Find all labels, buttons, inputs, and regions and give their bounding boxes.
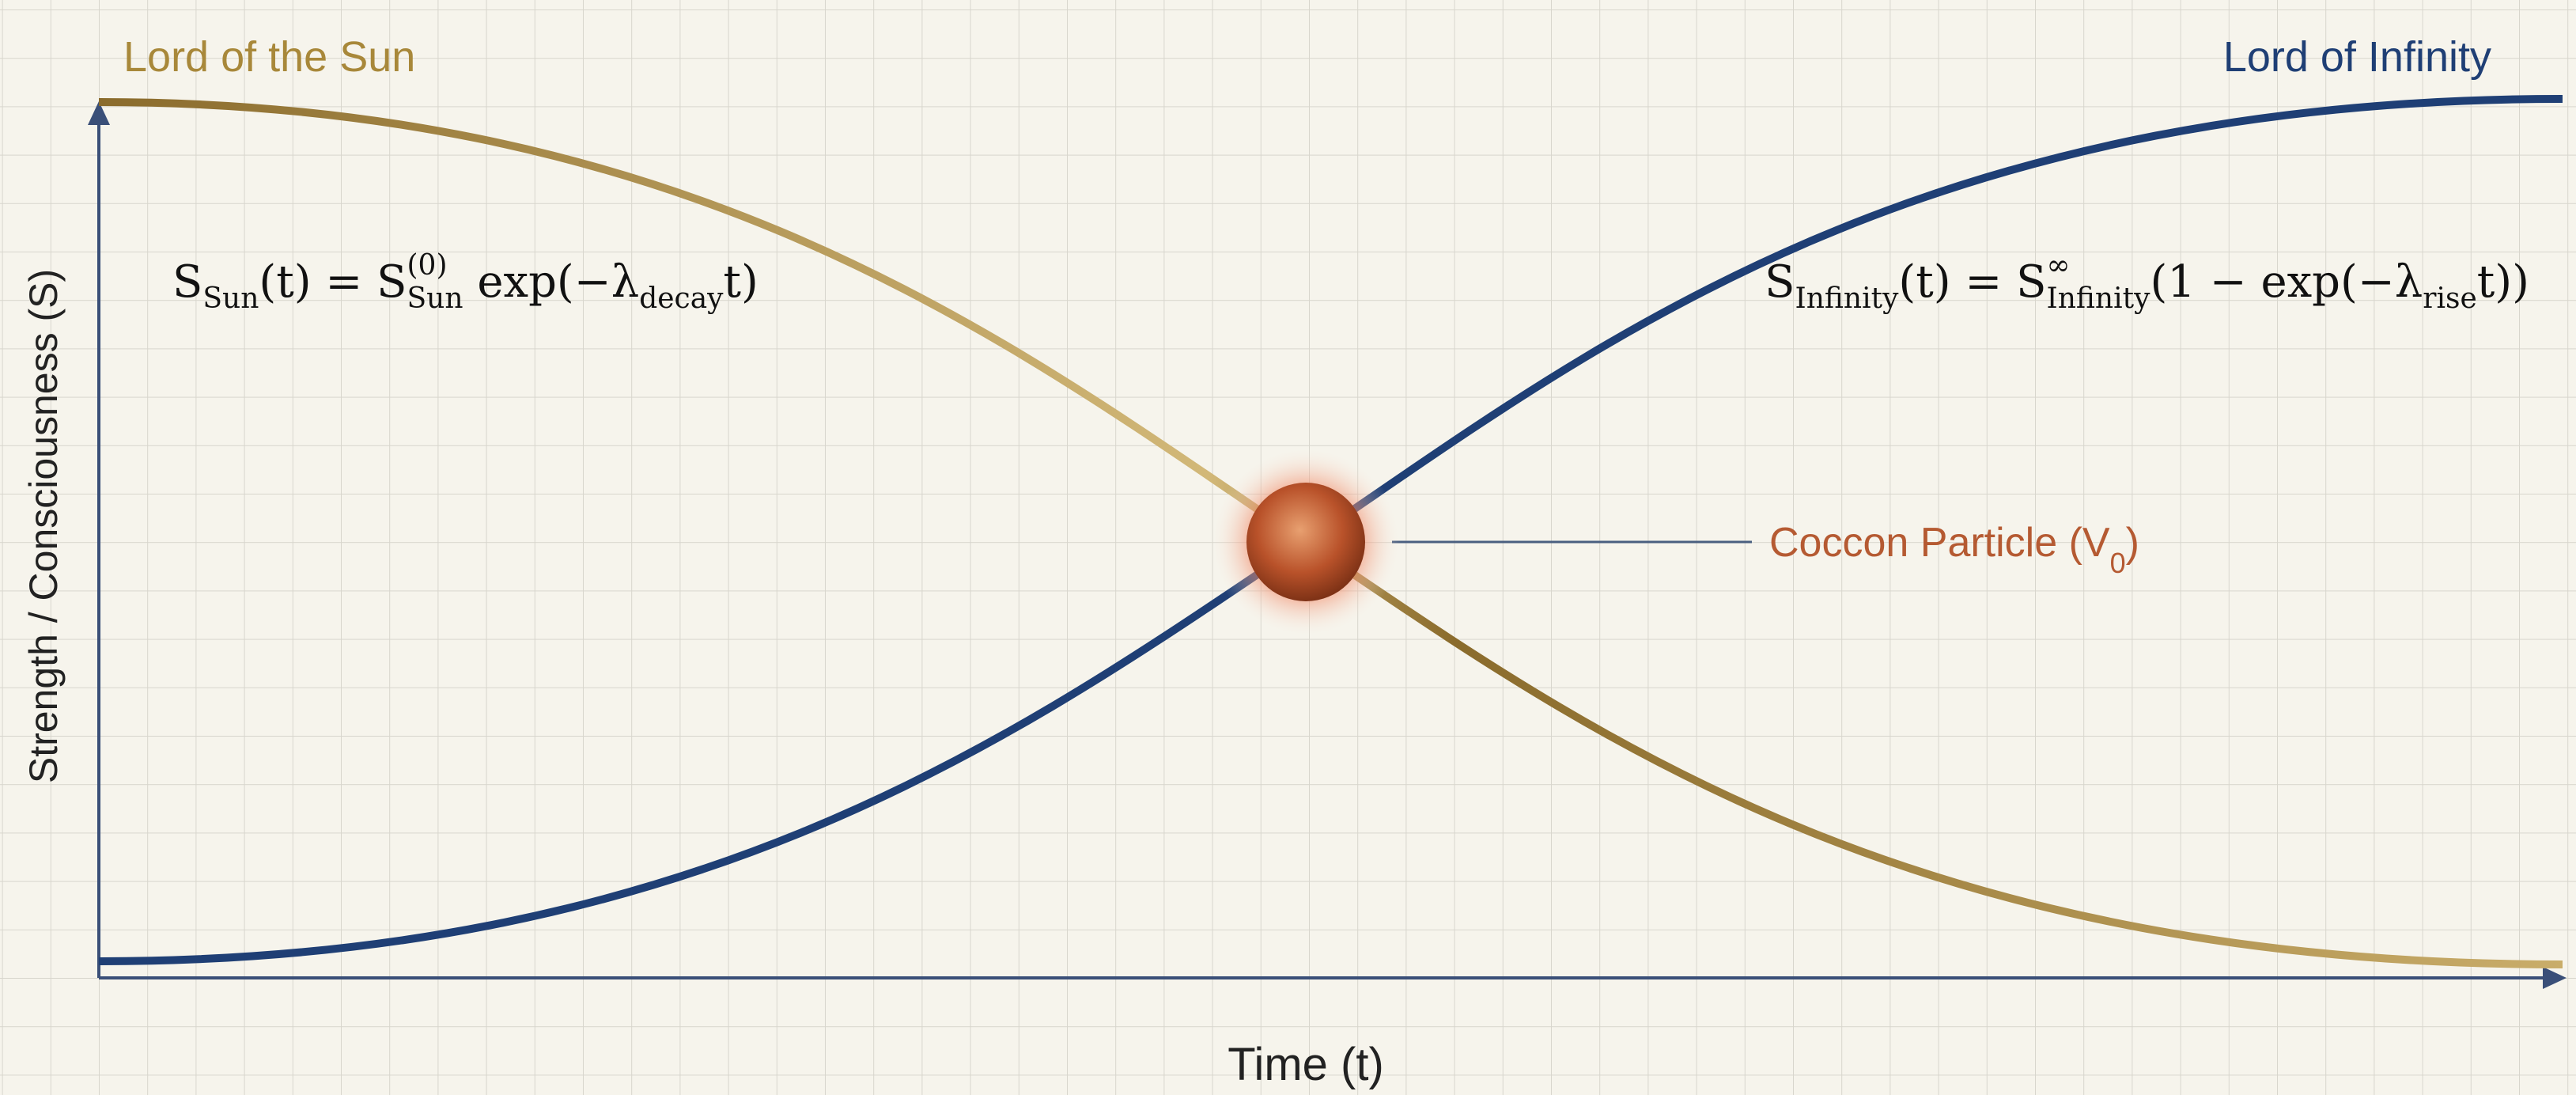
formula-t: (1 − exp(−λ xyxy=(2150,256,2423,308)
formula-sub: Infinity xyxy=(1795,282,1900,315)
formula-t: t)) xyxy=(2477,256,2529,308)
formula-sup: (0) xyxy=(407,249,448,282)
x-arrow xyxy=(2543,967,2567,989)
formula-t: (t) = S xyxy=(259,256,407,308)
sun-label: Lord of the Sun xyxy=(123,33,415,81)
particle-label: Coccon Particle (V0) xyxy=(1769,520,2139,579)
formula-t: S xyxy=(172,256,202,308)
formula-t: exp(−λ xyxy=(463,256,640,308)
y-arrow xyxy=(88,101,110,125)
formula-t: S xyxy=(1765,256,1795,308)
formula-sub: Sun xyxy=(407,282,463,315)
x-title: Time (t) xyxy=(1227,1039,1384,1090)
formula-sub: decay xyxy=(639,282,724,315)
formula-sup: ∞ xyxy=(2047,249,2071,282)
label-close: ) xyxy=(2126,520,2139,566)
infinity-formula: SInfinity(t) = SInfinity∞ (1 − exp(−λrise… xyxy=(1765,249,2529,315)
infinity-label: Lord of Infinity xyxy=(2223,33,2491,81)
formula-sub: Infinity xyxy=(2047,282,2151,315)
particle xyxy=(1246,483,1365,601)
formula-t: (t) = S xyxy=(1898,256,2046,308)
formula-sub: rise xyxy=(2423,282,2477,315)
sun-formula: SSun(t) = SSun(0) exp(−λdecayt) xyxy=(172,249,758,315)
formula-t: t) xyxy=(724,256,758,308)
label-text: Coccon Particle (V xyxy=(1769,520,2110,566)
label-sub: 0 xyxy=(2110,547,2126,579)
formula-sub: Sun xyxy=(202,282,259,315)
y-title: Strength / Consciousness (S) xyxy=(21,269,66,783)
